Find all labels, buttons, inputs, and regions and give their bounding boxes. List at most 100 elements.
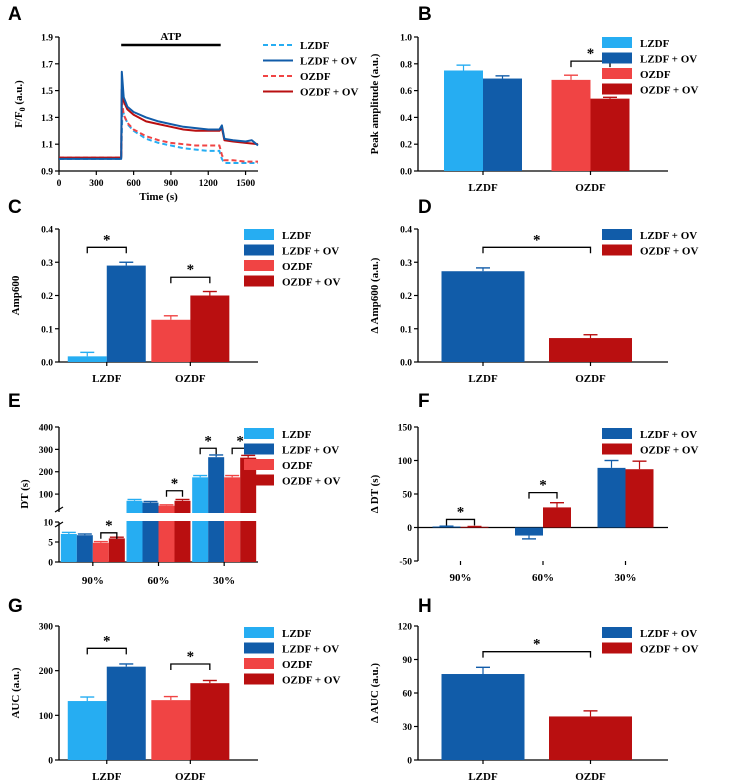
panel-D-x-tick-label: LZDF	[468, 373, 498, 385]
panel-D-y-tick-label: 0.2	[400, 292, 412, 302]
panel-F-legend-label: LZDF + OV	[640, 429, 697, 441]
panel-label-D: D	[418, 197, 432, 218]
panel-G-significance-bracket	[86, 647, 127, 655]
panel-A-x-tick-label: 600	[127, 179, 142, 189]
panel-E-legend-label: OZDF + OV	[282, 476, 340, 488]
panel-E-bar	[126, 500, 143, 562]
panel-B-legend-swatch	[602, 68, 632, 79]
panel-H-y-tick-label: 90	[403, 656, 413, 666]
panel-B-legend-label: LZDF + OV	[640, 54, 697, 66]
panel-A-y-tick-label: 1.9	[41, 34, 53, 44]
panel-C-legend-label: OZDF	[282, 261, 313, 273]
panel-F-legend-swatch	[602, 428, 632, 439]
panel-C-legend-swatch	[244, 260, 274, 271]
panel-B-legend-label: OZDF	[640, 69, 671, 81]
panel-B-x-tick-label: OZDF	[575, 182, 606, 194]
panel-E-legend-label: LZDF + OV	[282, 445, 339, 457]
panel-E-x-tick-label: 90%	[82, 575, 104, 587]
panel-B-legend-swatch	[602, 37, 632, 48]
panel-B-legend-swatch	[602, 83, 632, 95]
panel-B-y-tick-label: 0.8	[400, 60, 412, 70]
panel-C-significance-star: *	[187, 262, 195, 278]
panel-label-A: A	[8, 4, 22, 25]
panel-A-legend-label: OZDF	[300, 71, 331, 83]
panel-G-legend-swatch	[244, 642, 274, 654]
panel-H-legend-swatch	[602, 642, 632, 654]
panel-G-bar	[151, 700, 191, 760]
panel-D-legend-label: OZDF + OV	[640, 246, 698, 258]
panel-D-x-tick-label: OZDF	[575, 373, 606, 385]
panel-H-x-tick-label: LZDF	[468, 771, 498, 783]
panel-E-bar	[76, 535, 93, 562]
panel-A-y-label: F/F0 (a.u.)	[13, 80, 27, 128]
panel-A-x-tick-label: 0	[57, 179, 62, 189]
panel-E-legend-swatch	[244, 459, 274, 470]
panel-C-legend-label: LZDF + OV	[282, 246, 339, 258]
panel-D-y-tick-label: 0.0	[400, 359, 412, 369]
panel-G-y-tick-label: 200	[39, 667, 54, 677]
panel-label-E: E	[8, 391, 21, 412]
panel-E-y-tick-label: 5	[48, 539, 53, 549]
panel-G-legend-label: LZDF	[282, 628, 312, 640]
panel-label-C: C	[8, 197, 22, 218]
panel-D-significance-star: *	[533, 232, 541, 248]
panel-H-legend-label: LZDF + OV	[640, 628, 697, 640]
panel-G-significance-bracket	[170, 663, 211, 670]
panel-D-legend-label: LZDF + OV	[640, 230, 697, 242]
panel-H-bar	[549, 716, 632, 760]
panel-B-y-tick-label: 1.0	[400, 34, 412, 44]
panel-B-legend-label: LZDF	[640, 38, 670, 50]
panel-E-significance-star: *	[204, 433, 212, 449]
panel-A-x-tick-label: 300	[89, 179, 104, 189]
panel-E-bar	[208, 457, 225, 562]
panel-B-bar	[590, 98, 630, 171]
panel-H-y-tick-label: 30	[403, 723, 413, 733]
panel-C-bar	[67, 356, 107, 362]
panel-G-legend-swatch	[244, 673, 274, 685]
panel-B-y-tick-label: 0.0	[400, 168, 412, 178]
panel-H-chart: 0 30 60 90 120 LZDF OZDF * Δ AUC (a.u.) LZDF + OV…	[369, 623, 698, 784]
panel-D-y-tick-label: 0.3	[400, 259, 412, 269]
panel-E-axis-break	[54, 506, 64, 513]
panel-G-y-tick-label: 100	[39, 712, 54, 722]
panel-F-x-tick-label: 90%	[450, 572, 472, 584]
panel-A-x-tick-label: 1500	[236, 179, 255, 189]
panel-H-y-tick-label: 0	[407, 757, 412, 767]
panel-E-y-tick-label: 300	[39, 446, 54, 456]
panel-F-y-tick-label: 100	[398, 457, 413, 467]
panel-G-y-label: AUC (a.u.)	[10, 667, 22, 718]
panel-G-bar	[67, 701, 107, 760]
panel-C-y-tick-label: 0.0	[41, 359, 53, 369]
panel-B-significance-bracket	[570, 60, 611, 68]
panel-H-y-tick-label: 120	[398, 623, 413, 633]
panel-C-legend-swatch	[244, 244, 274, 256]
panel-B-significance-star: *	[587, 46, 595, 62]
panel-H-legend-swatch	[602, 627, 632, 638]
panel-G-bar	[190, 683, 230, 760]
panel-B-bar	[483, 78, 522, 171]
panel-E-legend-swatch	[244, 474, 274, 486]
panel-A-chart: 0.9 1.1 1.3 1.5 1.7 1.9 0 300 600 900 1200 1500 ATP L…	[13, 31, 358, 203]
panel-E-significance-bracket	[199, 447, 217, 455]
panel-F-bar	[460, 526, 489, 528]
panel-D-y-tick-label: 0.1	[400, 325, 412, 335]
panel-D-y-tick-label: 0.4	[400, 226, 412, 236]
panel-F-significance-star: *	[457, 504, 465, 520]
panel-A-y-tick-label: 1.5	[41, 87, 53, 97]
panel-B-y-label: Peak amplitude (a.u.)	[369, 53, 381, 154]
panel-G-chart: 0 100 200 300 LZDF OZDF * * AUC (a.u.) LZDF LZDF +…	[10, 623, 340, 784]
panel-D-legend-swatch	[602, 229, 632, 240]
panel-H-x-tick-label: OZDF	[575, 771, 606, 783]
panel-C-chart: 0.0 0.1 0.2 0.3 0.4 LZDF OZDF * * Amp600 LZDF LZDF …	[10, 226, 340, 386]
panel-A-x-label: Time (s)	[139, 191, 178, 203]
panel-F-bar	[432, 526, 461, 528]
panel-B-y-tick-label: 0.6	[400, 87, 412, 97]
panel-E-bar	[108, 538, 125, 562]
panel-E-legend-label: OZDF	[282, 460, 313, 472]
panel-F-chart: -50 0 50 100 150 90% 60% 30% * * Δ DT (s) LZDF + OV…	[369, 424, 698, 585]
panel-F-y-tick-label: 150	[398, 424, 413, 434]
panel-B-legend-label: OZDF + OV	[640, 85, 698, 97]
panel-E-bar	[60, 534, 77, 562]
panel-E-legend-swatch	[244, 443, 274, 455]
